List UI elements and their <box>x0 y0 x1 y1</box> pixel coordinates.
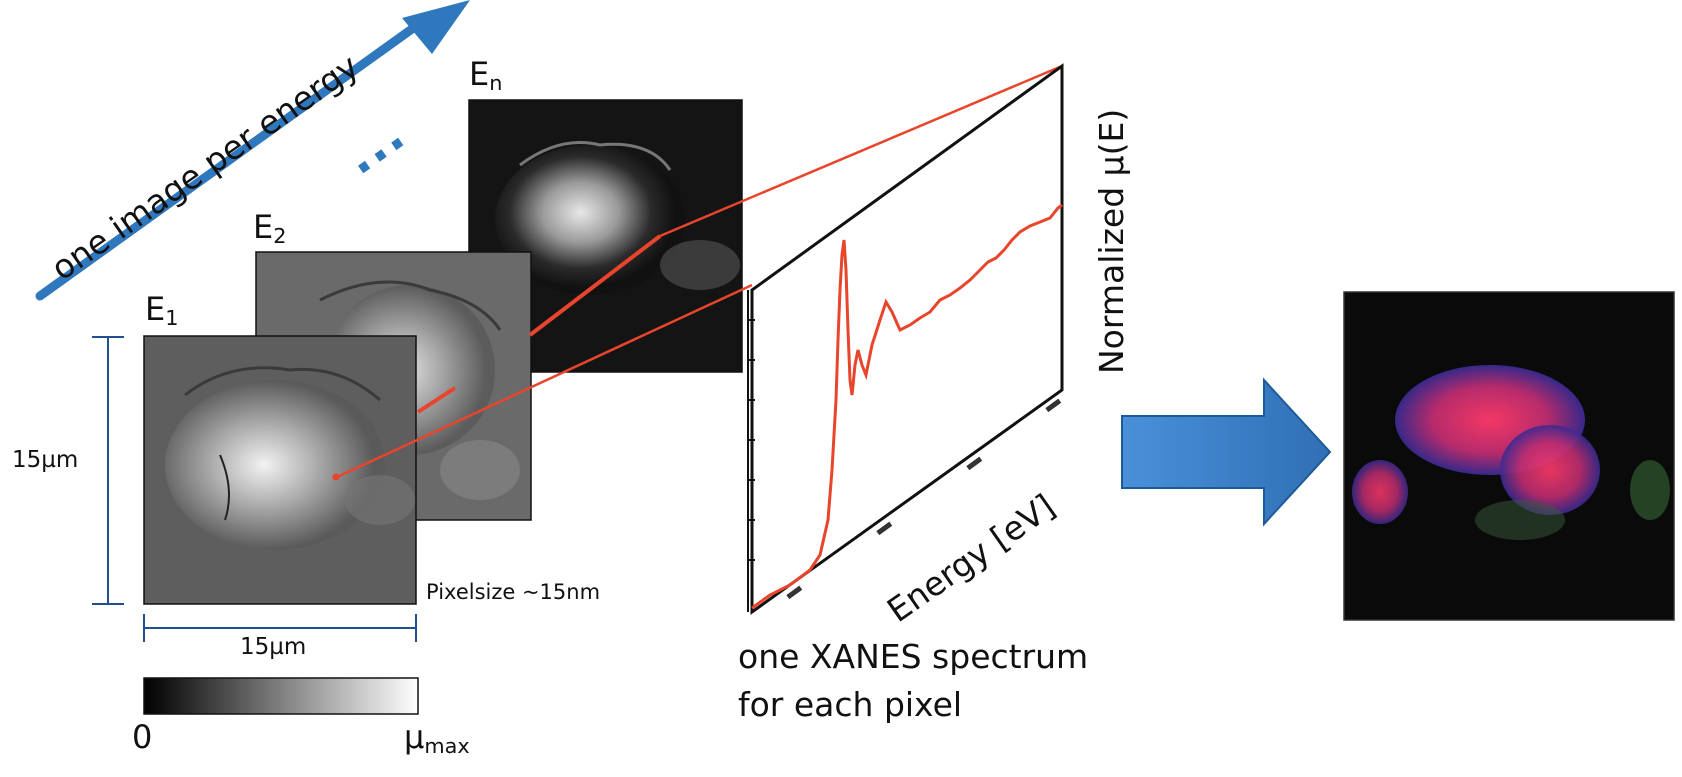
diagonal-arrow <box>35 0 470 301</box>
pixelsize-label: Pixelsize ~15nm <box>426 580 601 604</box>
scale-bar-horizontal <box>143 614 417 642</box>
scale-height-label: 15µm <box>12 447 79 473</box>
colorbar-min-label: 0 <box>132 718 153 756</box>
label-e1: E1 <box>145 290 179 331</box>
big-right-arrow <box>1121 377 1332 527</box>
scale-width-label: 15µm <box>240 634 307 660</box>
colorbar-max-label: µmax <box>404 718 470 759</box>
caption-line-2: for each pixel <box>738 685 963 724</box>
spectrum-plot <box>747 63 1064 615</box>
label-e2: E2 <box>253 208 287 249</box>
colorbar <box>143 677 419 715</box>
image-e1 <box>143 335 417 605</box>
result-rgb-image <box>1343 291 1675 621</box>
caption-line-1: one XANES spectrum <box>738 637 1089 676</box>
label-en: En <box>469 55 503 96</box>
pixel-lines <box>332 64 1063 481</box>
scale-bar-vertical <box>92 336 124 605</box>
image-en <box>468 99 743 373</box>
xanes-curve <box>751 203 1063 610</box>
spectrum-caption: one XANES spectrum for each pixel <box>738 633 1088 729</box>
spectrum-ylabel: Normalized µ(E) <box>1092 108 1131 374</box>
